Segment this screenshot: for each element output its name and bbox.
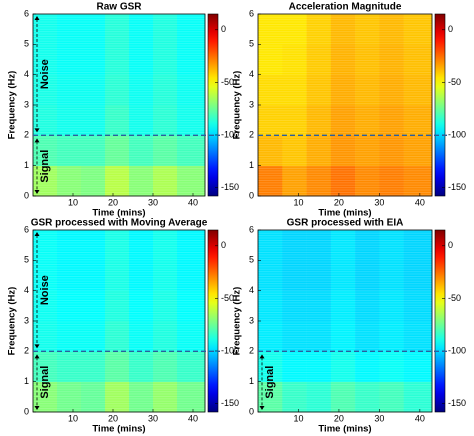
texture-overlay [258,14,432,196]
y-tick-label: 4 [249,285,254,295]
y-tick-label: 2 [249,346,254,356]
x-tick-label: 40 [415,413,425,423]
y-tick-label: 4 [249,69,254,79]
colorbar-tick-label: -100 [221,129,239,139]
annotation-label: Signal [39,150,51,183]
arrow-head [34,406,40,410]
y-tick-label: 5 [24,39,29,49]
x-tick-label: 20 [108,413,118,423]
y-tick-label: 0 [24,190,29,200]
chart-title: Raw GSR [96,2,142,13]
x-tick-label: 40 [415,197,425,207]
colorbar-tick-label: -150 [221,398,239,408]
chart-title: GSR processed with EIA [287,218,404,229]
y-tick-label: 0 [249,406,254,416]
y-tick-label: 2 [249,130,254,140]
colorbar-tick-label: -50 [221,77,234,87]
x-axis-label: Time (mins) [92,424,145,435]
x-tick-label: 10 [293,413,303,423]
colorbar-tick-label: 0 [448,240,453,250]
texture-overlay [33,14,205,196]
x-tick-label: 30 [374,413,384,423]
colorbar-tick-label: -150 [448,182,466,192]
arrow-head [259,354,265,359]
y-tick-label: 6 [249,224,254,234]
y-tick-label: 5 [249,39,254,49]
colorbar-tick-label: 0 [221,24,226,34]
y-axis-label: Frequency (Hz) [232,287,243,356]
y-tick-label: 4 [24,285,29,295]
arrow-head [34,354,40,359]
x-axis-label: Time (mins) [318,424,371,435]
colorbar-tick-label: -100 [221,345,239,355]
y-tick-label: 2 [24,346,29,356]
colorbar [207,229,219,413]
x-tick-label: 40 [188,197,198,207]
y-tick-label: 6 [24,224,29,234]
colorbar-tick-label: -50 [221,293,234,303]
x-tick-label: 30 [148,413,158,423]
arrow-head [259,406,265,410]
y-tick-label: 3 [249,315,254,325]
y-tick-label: 1 [24,160,29,170]
annotation-label: Signal [264,366,276,399]
chart-title: Acceleration Magnitude [289,2,402,13]
x-tick-label: 20 [108,197,118,207]
texture-overlay [33,230,205,412]
colorbar-tick-label: -150 [221,182,239,192]
colorbar-tick-label: 0 [221,240,226,250]
annotation-label: Noise [39,275,51,305]
arrow-head [34,190,40,194]
y-axis-label: Frequency (Hz) [7,287,18,356]
arrow-head [34,344,40,349]
x-tick-label: 10 [68,197,78,207]
x-tick-label: 20 [334,413,344,423]
y-tick-label: 6 [249,8,254,18]
x-axis-label: Time (mins) [92,208,145,219]
y-tick-label: 3 [24,99,29,109]
arrow-head [34,232,40,236]
arrow-head [34,128,40,133]
x-tick-label: 30 [374,197,384,207]
annotation-label: Signal [39,366,51,399]
colorbar [434,13,446,197]
x-axis-label: Time (mins) [318,208,371,219]
y-tick-label: 5 [249,255,254,265]
x-tick-label: 10 [68,413,78,423]
x-tick-label: 10 [293,197,303,207]
arrow-head [34,138,40,143]
y-tick-label: 5 [24,255,29,265]
y-axis-label: Frequency (Hz) [232,71,243,140]
y-tick-label: 2 [24,130,29,140]
colorbar-tick-label: -150 [448,398,466,408]
arrow-head [34,16,40,20]
y-tick-label: 4 [24,69,29,79]
texture-overlay [258,230,432,412]
y-tick-label: 1 [249,160,254,170]
colorbar [434,229,446,413]
colorbar-tick-label: -100 [448,345,466,355]
y-tick-label: 3 [249,99,254,109]
annotation-label: Noise [39,59,51,89]
colorbar-tick-label: -100 [448,129,466,139]
y-tick-label: 1 [249,376,254,386]
y-tick-label: 0 [24,406,29,416]
colorbar-tick-label: -50 [448,77,461,87]
y-axis-label: Frequency (Hz) [7,71,18,140]
y-tick-label: 0 [249,190,254,200]
y-tick-label: 1 [24,376,29,386]
y-tick-label: 3 [24,315,29,325]
x-tick-label: 30 [148,197,158,207]
colorbar-tick-label: 0 [448,24,453,34]
chart-title: GSR processed with Moving Average [31,218,208,229]
x-tick-label: 40 [188,413,198,423]
colorbar [207,13,219,197]
x-tick-label: 20 [334,197,344,207]
y-tick-label: 6 [24,8,29,18]
colorbar-tick-label: -50 [448,293,461,303]
